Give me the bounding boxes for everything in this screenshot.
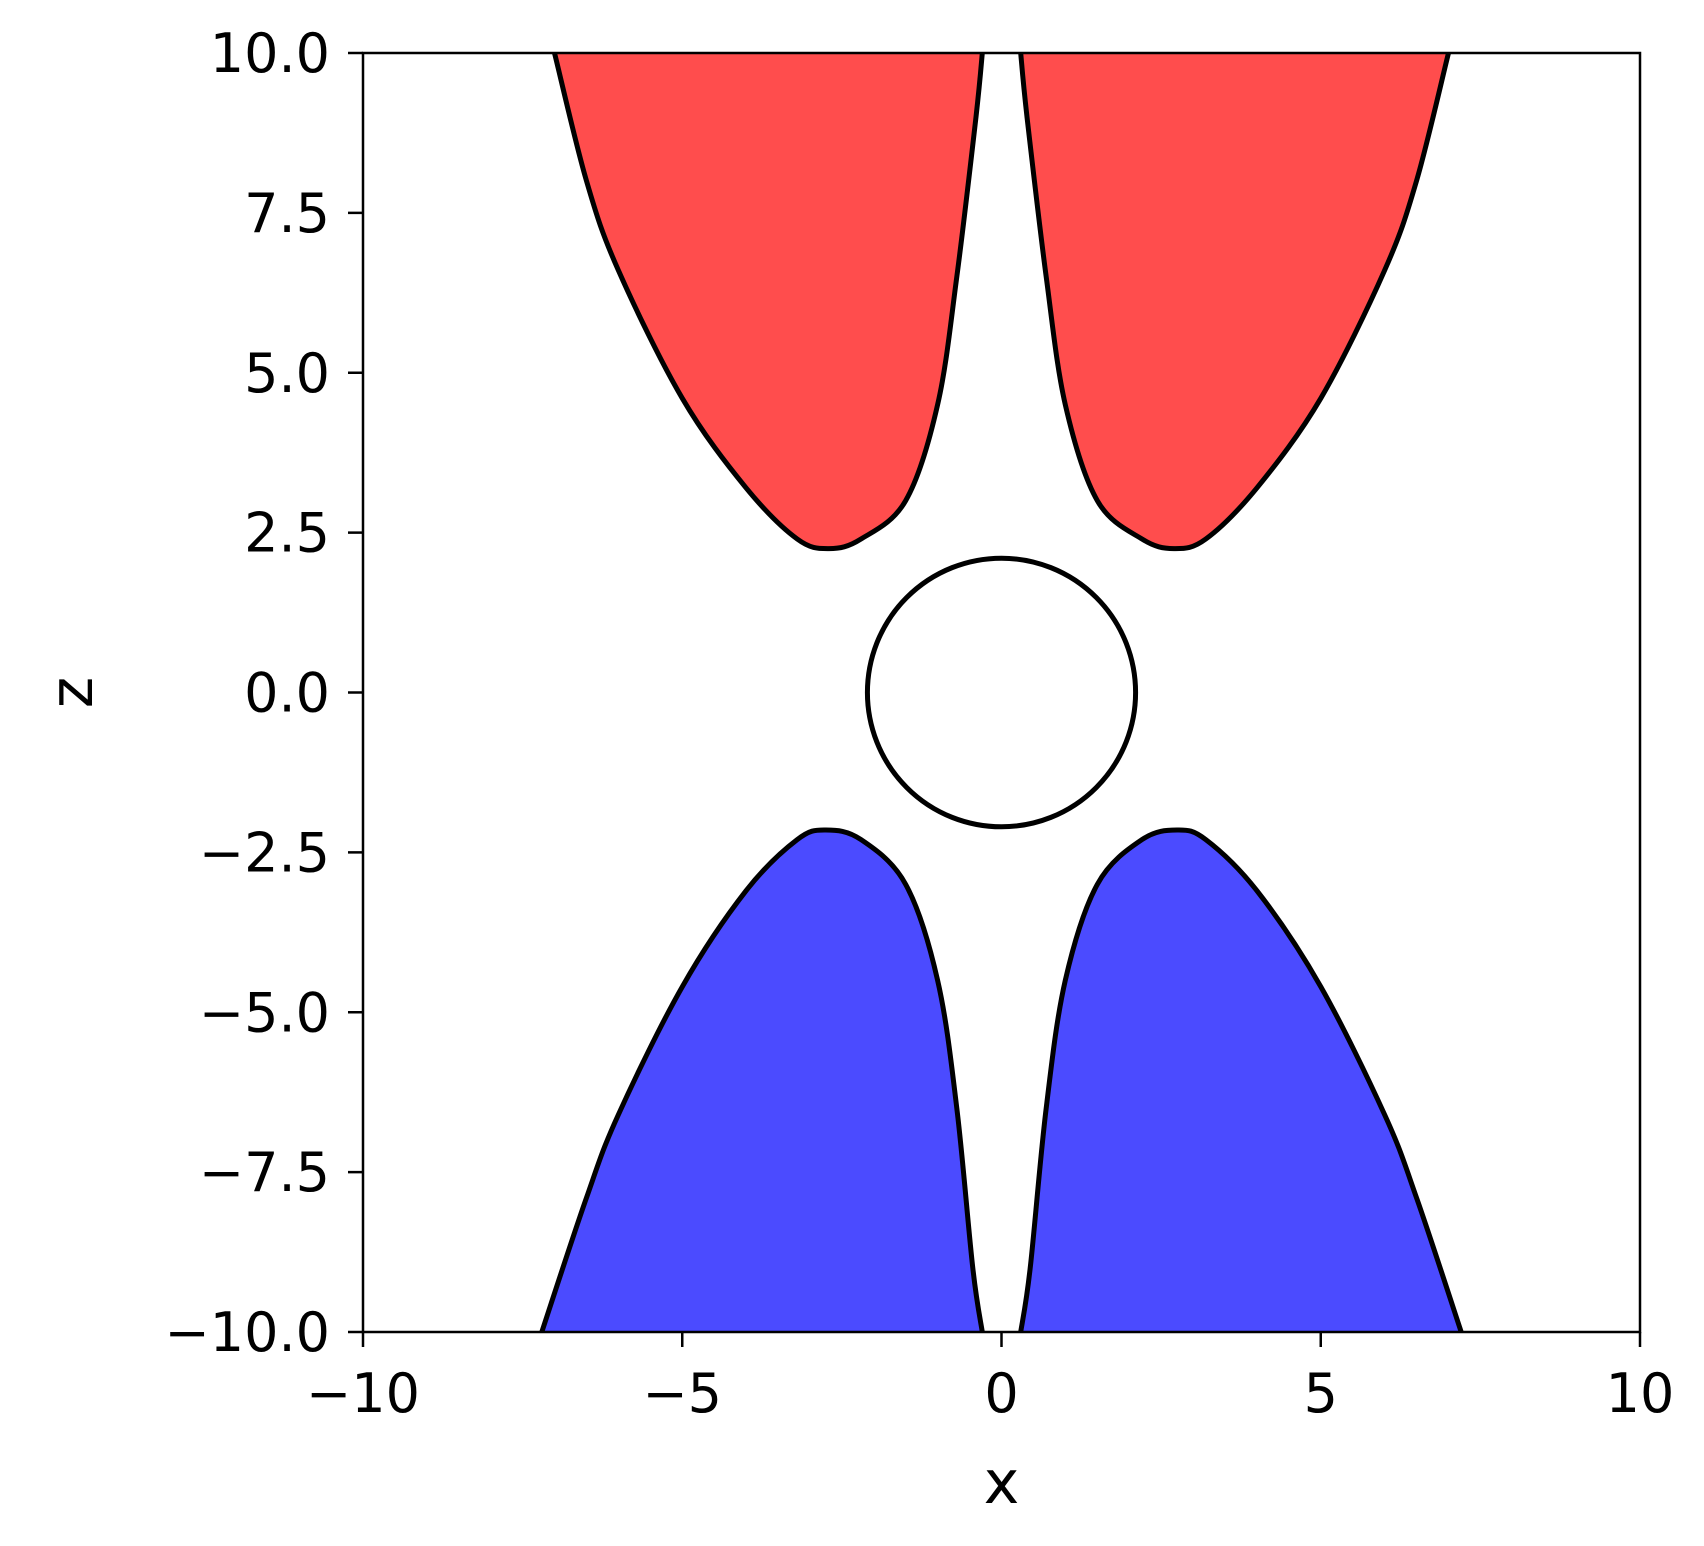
x-axis-label: x bbox=[984, 1448, 1020, 1518]
y-tick-label: 7.5 bbox=[244, 182, 330, 245]
y-tick-label: −10.0 bbox=[165, 1301, 330, 1364]
lower-right-lobe-fill bbox=[1020, 829, 1462, 1332]
y-tick-label: −5.0 bbox=[199, 981, 330, 1044]
y-axis-label: z bbox=[37, 677, 107, 709]
y-tick-label: −7.5 bbox=[199, 1141, 330, 1204]
y-tick-label: 10.0 bbox=[210, 22, 330, 85]
lower-right-lobe-contour bbox=[1018, 827, 1464, 1333]
plot-frame bbox=[361, 51, 1642, 1334]
central-circle-contour bbox=[864, 555, 1139, 830]
x-tick-label: 0 bbox=[984, 1362, 1018, 1425]
x-tick-label: −5 bbox=[642, 1362, 722, 1425]
x-tick-label: −10 bbox=[306, 1362, 420, 1425]
filled-regions bbox=[539, 52, 1464, 1333]
lower-left-lobe-contour bbox=[539, 827, 985, 1333]
y-tick-label: 5.0 bbox=[244, 342, 330, 405]
y-tick-label: 0.0 bbox=[244, 662, 330, 725]
upper-left-lobe-contour bbox=[552, 52, 985, 552]
lower-left-lobe-fill bbox=[541, 829, 983, 1332]
upper-left-lobe-fill bbox=[554, 53, 983, 549]
x-axis-ticks: −10 −5 0 5 10 bbox=[306, 1332, 1674, 1425]
y-tick-label: 2.5 bbox=[244, 502, 330, 565]
y-axis-ticks: −10.0 −7.5 −5.0 −2.5 0.0 2.5 5.0 7.5 10.0 bbox=[165, 22, 363, 1364]
y-tick-label: −2.5 bbox=[199, 821, 330, 884]
circle-layer bbox=[864, 555, 1139, 830]
x-tick-label: 10 bbox=[1606, 1362, 1675, 1425]
upper-right-lobe-contour bbox=[1018, 52, 1451, 552]
upper-right-lobe-fill bbox=[1020, 53, 1449, 549]
x-tick-label: 5 bbox=[1304, 1362, 1338, 1425]
